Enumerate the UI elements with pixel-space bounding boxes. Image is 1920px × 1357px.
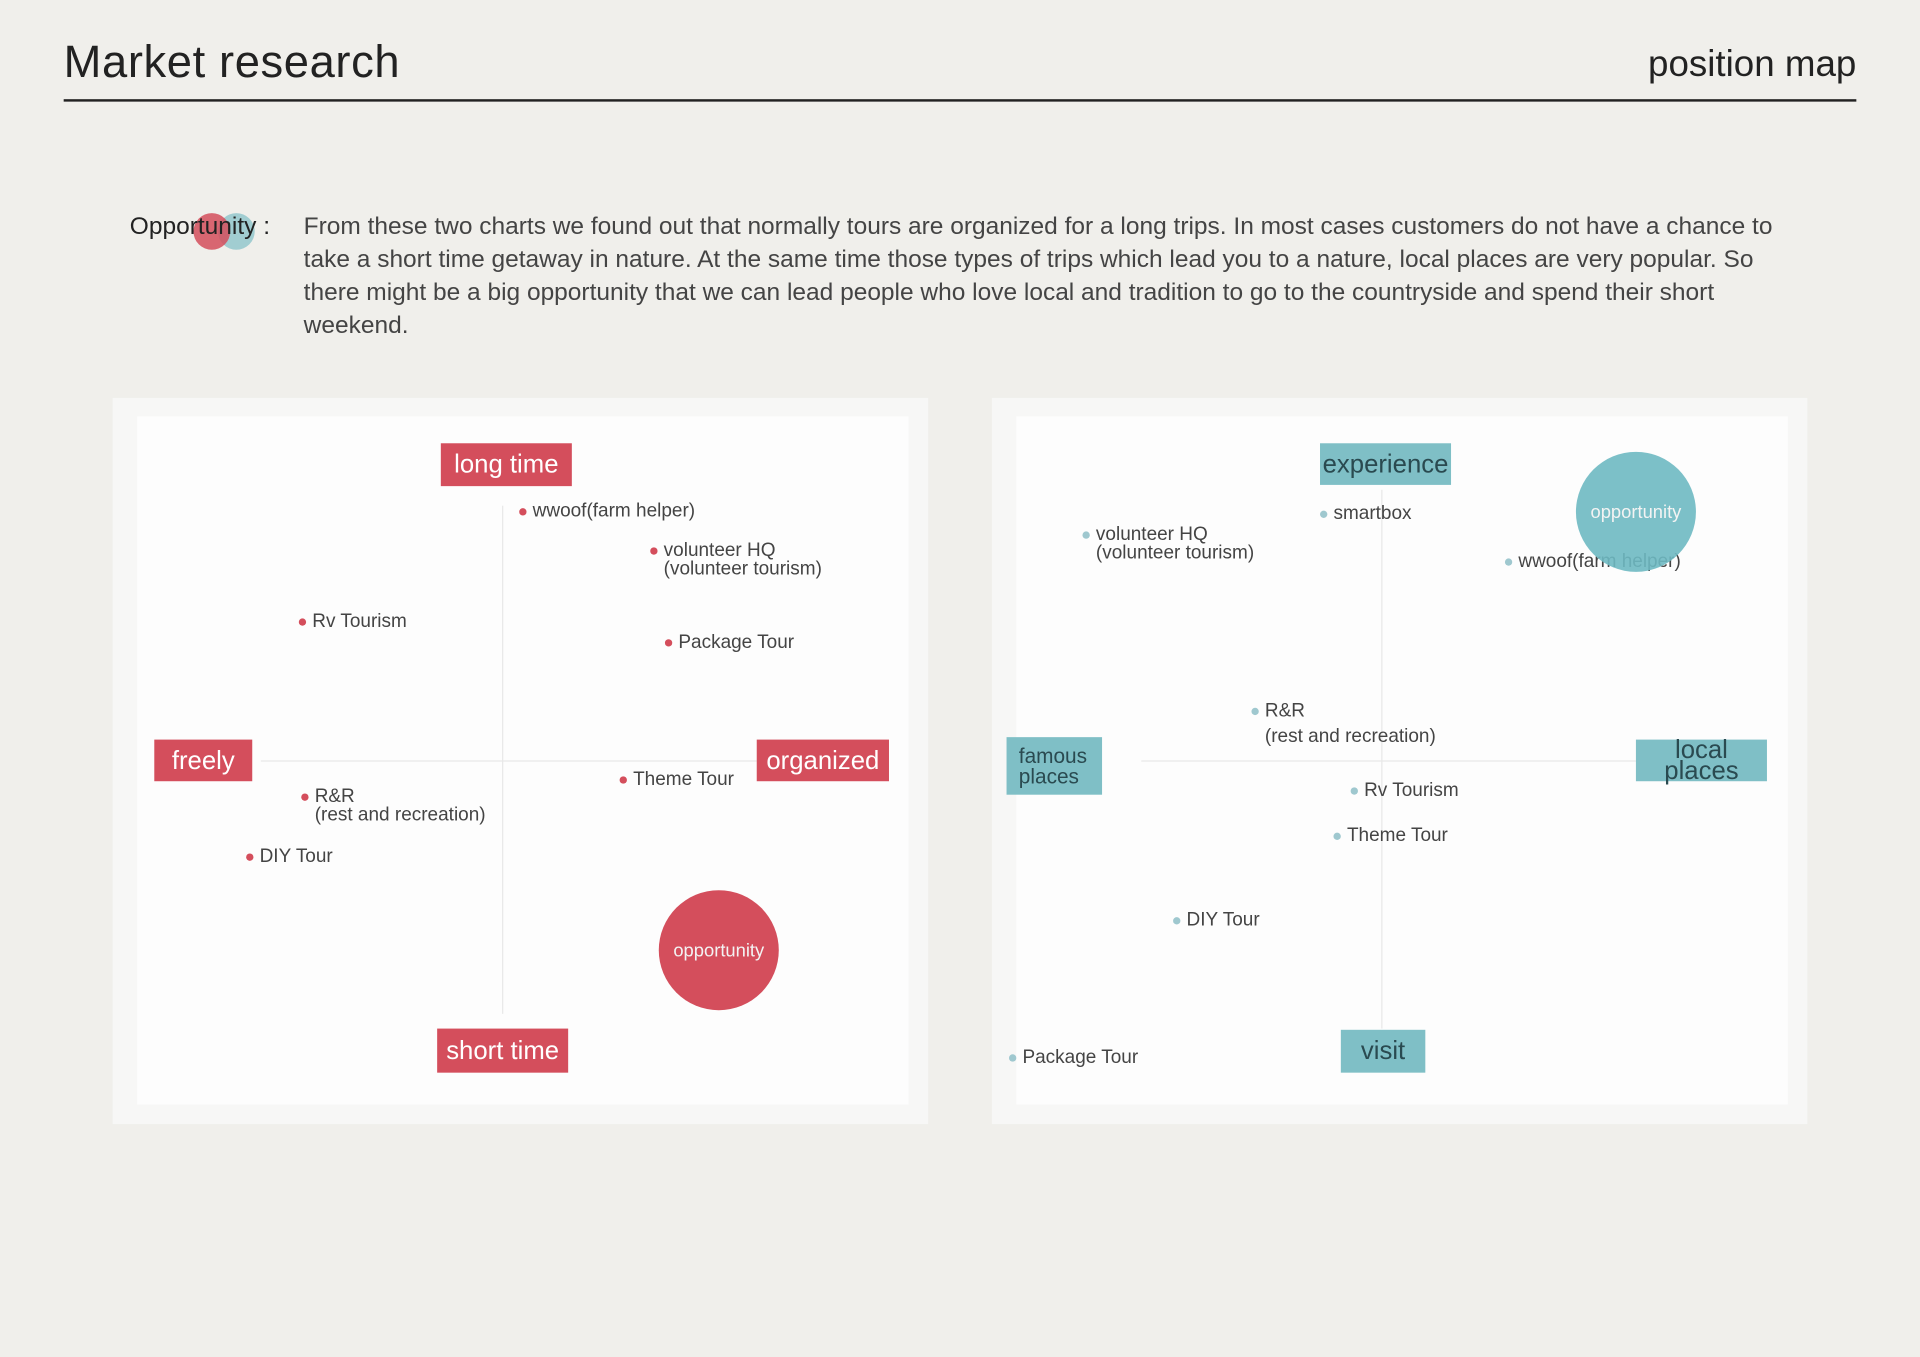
point-label: smartbox bbox=[1333, 503, 1412, 525]
point-dot bbox=[1350, 787, 1358, 795]
venn-circle bbox=[193, 213, 231, 250]
axis-label: local places bbox=[1635, 737, 1767, 784]
subtitle: position map bbox=[1648, 44, 1857, 85]
axis-label: famous places bbox=[1006, 737, 1103, 795]
point-label: Theme Tour bbox=[1346, 825, 1448, 847]
axis-label: freely bbox=[154, 739, 253, 782]
opportunity-label: Opportunity : bbox=[129, 213, 271, 241]
point-dot bbox=[301, 793, 309, 801]
point-label: (rest and recreation) bbox=[314, 804, 486, 826]
opportunity-text: From these two charts we found out that … bbox=[303, 213, 1773, 340]
position-map: experience visit famous places local places… bbox=[991, 397, 1808, 1125]
title: Market research bbox=[63, 36, 401, 87]
point-dot bbox=[1173, 917, 1181, 925]
point-dot bbox=[1333, 832, 1341, 841]
point-dot bbox=[1504, 558, 1513, 566]
point-label: DIY Tour bbox=[1186, 909, 1260, 931]
position-map: long time short time freely organized wwoof(… bbox=[112, 397, 929, 1125]
point-dot bbox=[519, 508, 527, 516]
point-dot bbox=[1008, 1054, 1017, 1062]
axis-line bbox=[502, 505, 504, 1014]
axis-label: short time bbox=[437, 1028, 569, 1073]
point-label: Package Tour bbox=[1022, 1046, 1139, 1068]
point-dot bbox=[1320, 510, 1328, 518]
point-label: volunteer HQ bbox=[663, 540, 776, 561]
point-label: (volunteer tourism) bbox=[663, 558, 822, 580]
axis-label: experience bbox=[1320, 443, 1452, 485]
point-dot bbox=[1082, 531, 1090, 539]
header-rule bbox=[63, 99, 1857, 102]
opportunity-circle: opportunity bbox=[658, 890, 779, 1011]
axis-line bbox=[260, 760, 757, 762]
point-dot bbox=[298, 618, 307, 626]
axis-label: visit bbox=[1340, 1029, 1426, 1073]
point-label: volunteer HQ bbox=[1095, 524, 1208, 545]
opportunity-circle: opportunity bbox=[1575, 451, 1696, 572]
point-label: Package Tour bbox=[678, 631, 795, 653]
point-label: Rv Tourism bbox=[312, 611, 407, 632]
point-label: Rv Tourism bbox=[1364, 780, 1459, 801]
point-label: R&R bbox=[1264, 700, 1305, 722]
point-dot bbox=[1251, 707, 1259, 716]
point-dot bbox=[650, 547, 658, 555]
axis-line bbox=[1141, 760, 1636, 762]
point-label: Theme Tour bbox=[633, 768, 734, 790]
point-dot bbox=[664, 639, 673, 647]
point-dot bbox=[619, 776, 627, 784]
point-label: (rest and recreation) bbox=[1264, 726, 1436, 747]
point-label: R&R bbox=[314, 786, 355, 807]
point-label: (volunteer tourism) bbox=[1095, 542, 1255, 564]
point-label: DIY Tour bbox=[259, 846, 333, 867]
axis-label: organized bbox=[756, 739, 889, 782]
axis-line bbox=[1381, 489, 1383, 1029]
axis-label: long time bbox=[440, 443, 572, 487]
point-dot bbox=[246, 853, 254, 861]
point-label: wwoof(farm helper) bbox=[532, 500, 696, 522]
